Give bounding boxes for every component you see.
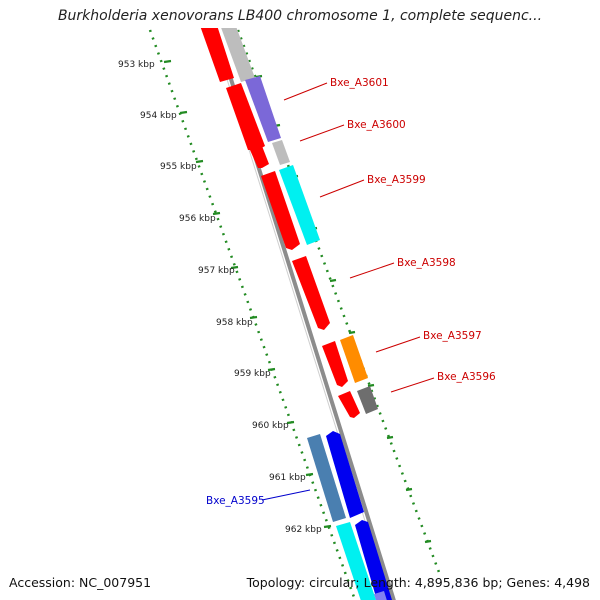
gene-label[interactable]: Bxe_A3601	[330, 77, 389, 89]
gene-feature-cyan[interactable]	[336, 522, 376, 600]
tick-label: 956 kbp	[179, 214, 216, 224]
gene-feature-purple[interactable]	[245, 76, 281, 142]
gene-feature-gray[interactable]	[219, 18, 255, 82]
gene-feature-blue[interactable]	[355, 520, 392, 600]
gene-feature-gray[interactable]	[272, 140, 290, 165]
tick-label: 953 kbp	[118, 60, 155, 70]
gene-feature-blue[interactable]	[326, 431, 364, 518]
gene-feature-red[interactable]	[322, 341, 348, 387]
gene-label[interactable]: Bxe_A3596	[437, 371, 496, 383]
summary-text: Topology: circular; Length: 4,895,836 bp…	[246, 575, 590, 590]
gene-feature-cyan[interactable]	[279, 165, 320, 245]
tick-label: 959 kbp	[234, 369, 271, 379]
gene-label[interactable]: Bxe_A3600	[347, 119, 406, 131]
gene-feature-steelblue[interactable]	[307, 434, 346, 522]
gene-feature-red[interactable]	[338, 391, 360, 418]
tick-label: 962 kbp	[285, 525, 322, 535]
inner-tick-track	[148, 29, 357, 600]
tick-label: 958 kbp	[216, 318, 253, 328]
tick-label: 957 kbp	[198, 266, 235, 276]
tick-label: 955 kbp	[160, 162, 197, 172]
gene-feature-red[interactable]	[250, 146, 269, 168]
map-title: Burkholderia xenovorans LB400 chromosome…	[57, 8, 543, 24]
tick-label: 960 kbp	[252, 421, 289, 431]
accession-text: Accession: NC_007951	[9, 575, 152, 590]
gene-labels: Bxe_A3601 Bxe_A3600 Bxe_A3599 Bxe_A3598 …	[206, 77, 496, 507]
gene-feature-red[interactable]	[292, 256, 330, 330]
gene-feature-darkgray[interactable]	[357, 386, 378, 414]
gene-features	[198, 16, 392, 600]
tick-label: 961 kbp	[269, 473, 306, 483]
gene-feature-red[interactable]	[198, 16, 234, 82]
gene-feature-orange[interactable]	[340, 335, 368, 383]
gene-label[interactable]: Bxe_A3597	[423, 330, 482, 342]
label-leader-lines	[261, 82, 435, 501]
gene-label[interactable]: Bxe_A3599	[367, 174, 426, 186]
gene-label[interactable]: Bxe_A3598	[397, 257, 456, 269]
gene-feature-lavender[interactable]	[374, 591, 388, 600]
backbone-inner	[210, 28, 391, 600]
tick-label: 954 kbp	[140, 111, 177, 121]
scale-tick-labels: 953 kbp 954 kbp 955 kbp 956 kbp 957 kbp …	[118, 60, 322, 535]
gene-feature-red[interactable]	[261, 171, 300, 250]
inner-major-ticks	[163, 59, 332, 529]
gene-feature-red[interactable]	[226, 83, 265, 150]
gene-label[interactable]: Bxe_A3595	[206, 495, 265, 507]
